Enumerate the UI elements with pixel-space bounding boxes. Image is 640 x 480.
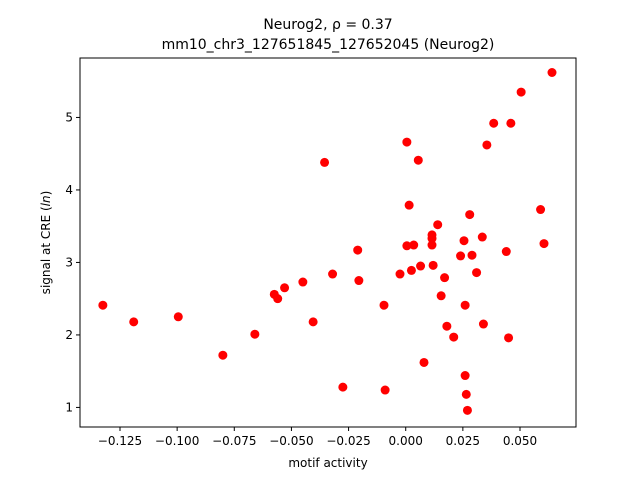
data-point [482, 140, 492, 150]
x-tick-label: −0.075 [212, 434, 256, 448]
data-point [298, 277, 308, 287]
y-tick-label: 5 [65, 110, 73, 124]
data-point [402, 137, 412, 147]
y-axis-ticks: 1 2 3 4 5 [65, 110, 80, 414]
y-tick-label: 4 [65, 183, 73, 197]
x-tick-label: 0.050 [503, 434, 537, 448]
data-point [419, 357, 429, 367]
y-axis-label: signal at CRE (ln) [39, 191, 53, 295]
data-point [440, 273, 450, 283]
data-point [338, 382, 348, 392]
chart-title-line1: Neurog2, ρ = 0.37 [263, 17, 392, 33]
data-point [489, 118, 499, 128]
x-tick-label: −0.125 [98, 434, 142, 448]
data-point [250, 329, 260, 339]
data-point [460, 371, 470, 381]
data-point [395, 269, 405, 279]
data-point [379, 300, 389, 310]
data-point [218, 350, 228, 360]
data-point [354, 276, 364, 286]
data-point [516, 87, 526, 97]
data-point [472, 268, 482, 278]
data-point [467, 250, 477, 260]
data-point [409, 240, 419, 250]
y-tick-label: 2 [65, 328, 73, 342]
data-point [427, 240, 437, 250]
data-point [129, 317, 139, 327]
x-axis-ticks: −0.125 −0.100 −0.075 −0.050 −0.025 0.000 0.025… [98, 427, 537, 448]
data-point [416, 261, 426, 271]
x-tick-label: −0.025 [326, 434, 370, 448]
y-tick-label: 1 [65, 400, 73, 414]
data-point [173, 312, 183, 322]
data-point [320, 157, 330, 167]
data-point [436, 291, 446, 301]
data-point [353, 245, 363, 255]
data-point [404, 200, 414, 210]
data-point [461, 389, 471, 399]
data-point [547, 68, 557, 77]
data-point [413, 155, 423, 165]
data-point [465, 210, 475, 220]
data-point [456, 251, 466, 261]
y-tick-label: 3 [65, 255, 73, 269]
data-point [460, 300, 470, 310]
x-tick-label: −0.050 [269, 434, 313, 448]
data-point [406, 265, 416, 275]
chart-title-line2: mm10_chr3_127651845_127652045 (Neurog2) [162, 37, 495, 53]
data-point [308, 317, 318, 327]
data-point [442, 321, 452, 331]
data-point [328, 269, 338, 279]
data-point [428, 260, 438, 270]
data-point [98, 300, 108, 310]
data-point [539, 239, 549, 249]
data-point [427, 234, 437, 244]
x-tick-label: 0.025 [446, 434, 480, 448]
plot-frame [79, 57, 577, 428]
x-tick-label: 0.000 [389, 434, 423, 448]
data-point [477, 232, 487, 242]
data-point [433, 220, 443, 230]
data-point [478, 319, 488, 329]
data-point [501, 247, 511, 257]
data-point [449, 332, 459, 342]
x-axis-label: motif activity [288, 456, 367, 470]
x-tick-label: −0.100 [155, 434, 199, 448]
data-point [402, 241, 412, 251]
data-point [506, 118, 516, 128]
data-point [536, 205, 546, 215]
data-point [380, 385, 390, 395]
data-point [504, 333, 514, 343]
data-point [280, 283, 290, 293]
data-point [462, 405, 472, 415]
data-points [98, 68, 557, 415]
data-point [459, 236, 469, 246]
data-point [273, 294, 283, 304]
